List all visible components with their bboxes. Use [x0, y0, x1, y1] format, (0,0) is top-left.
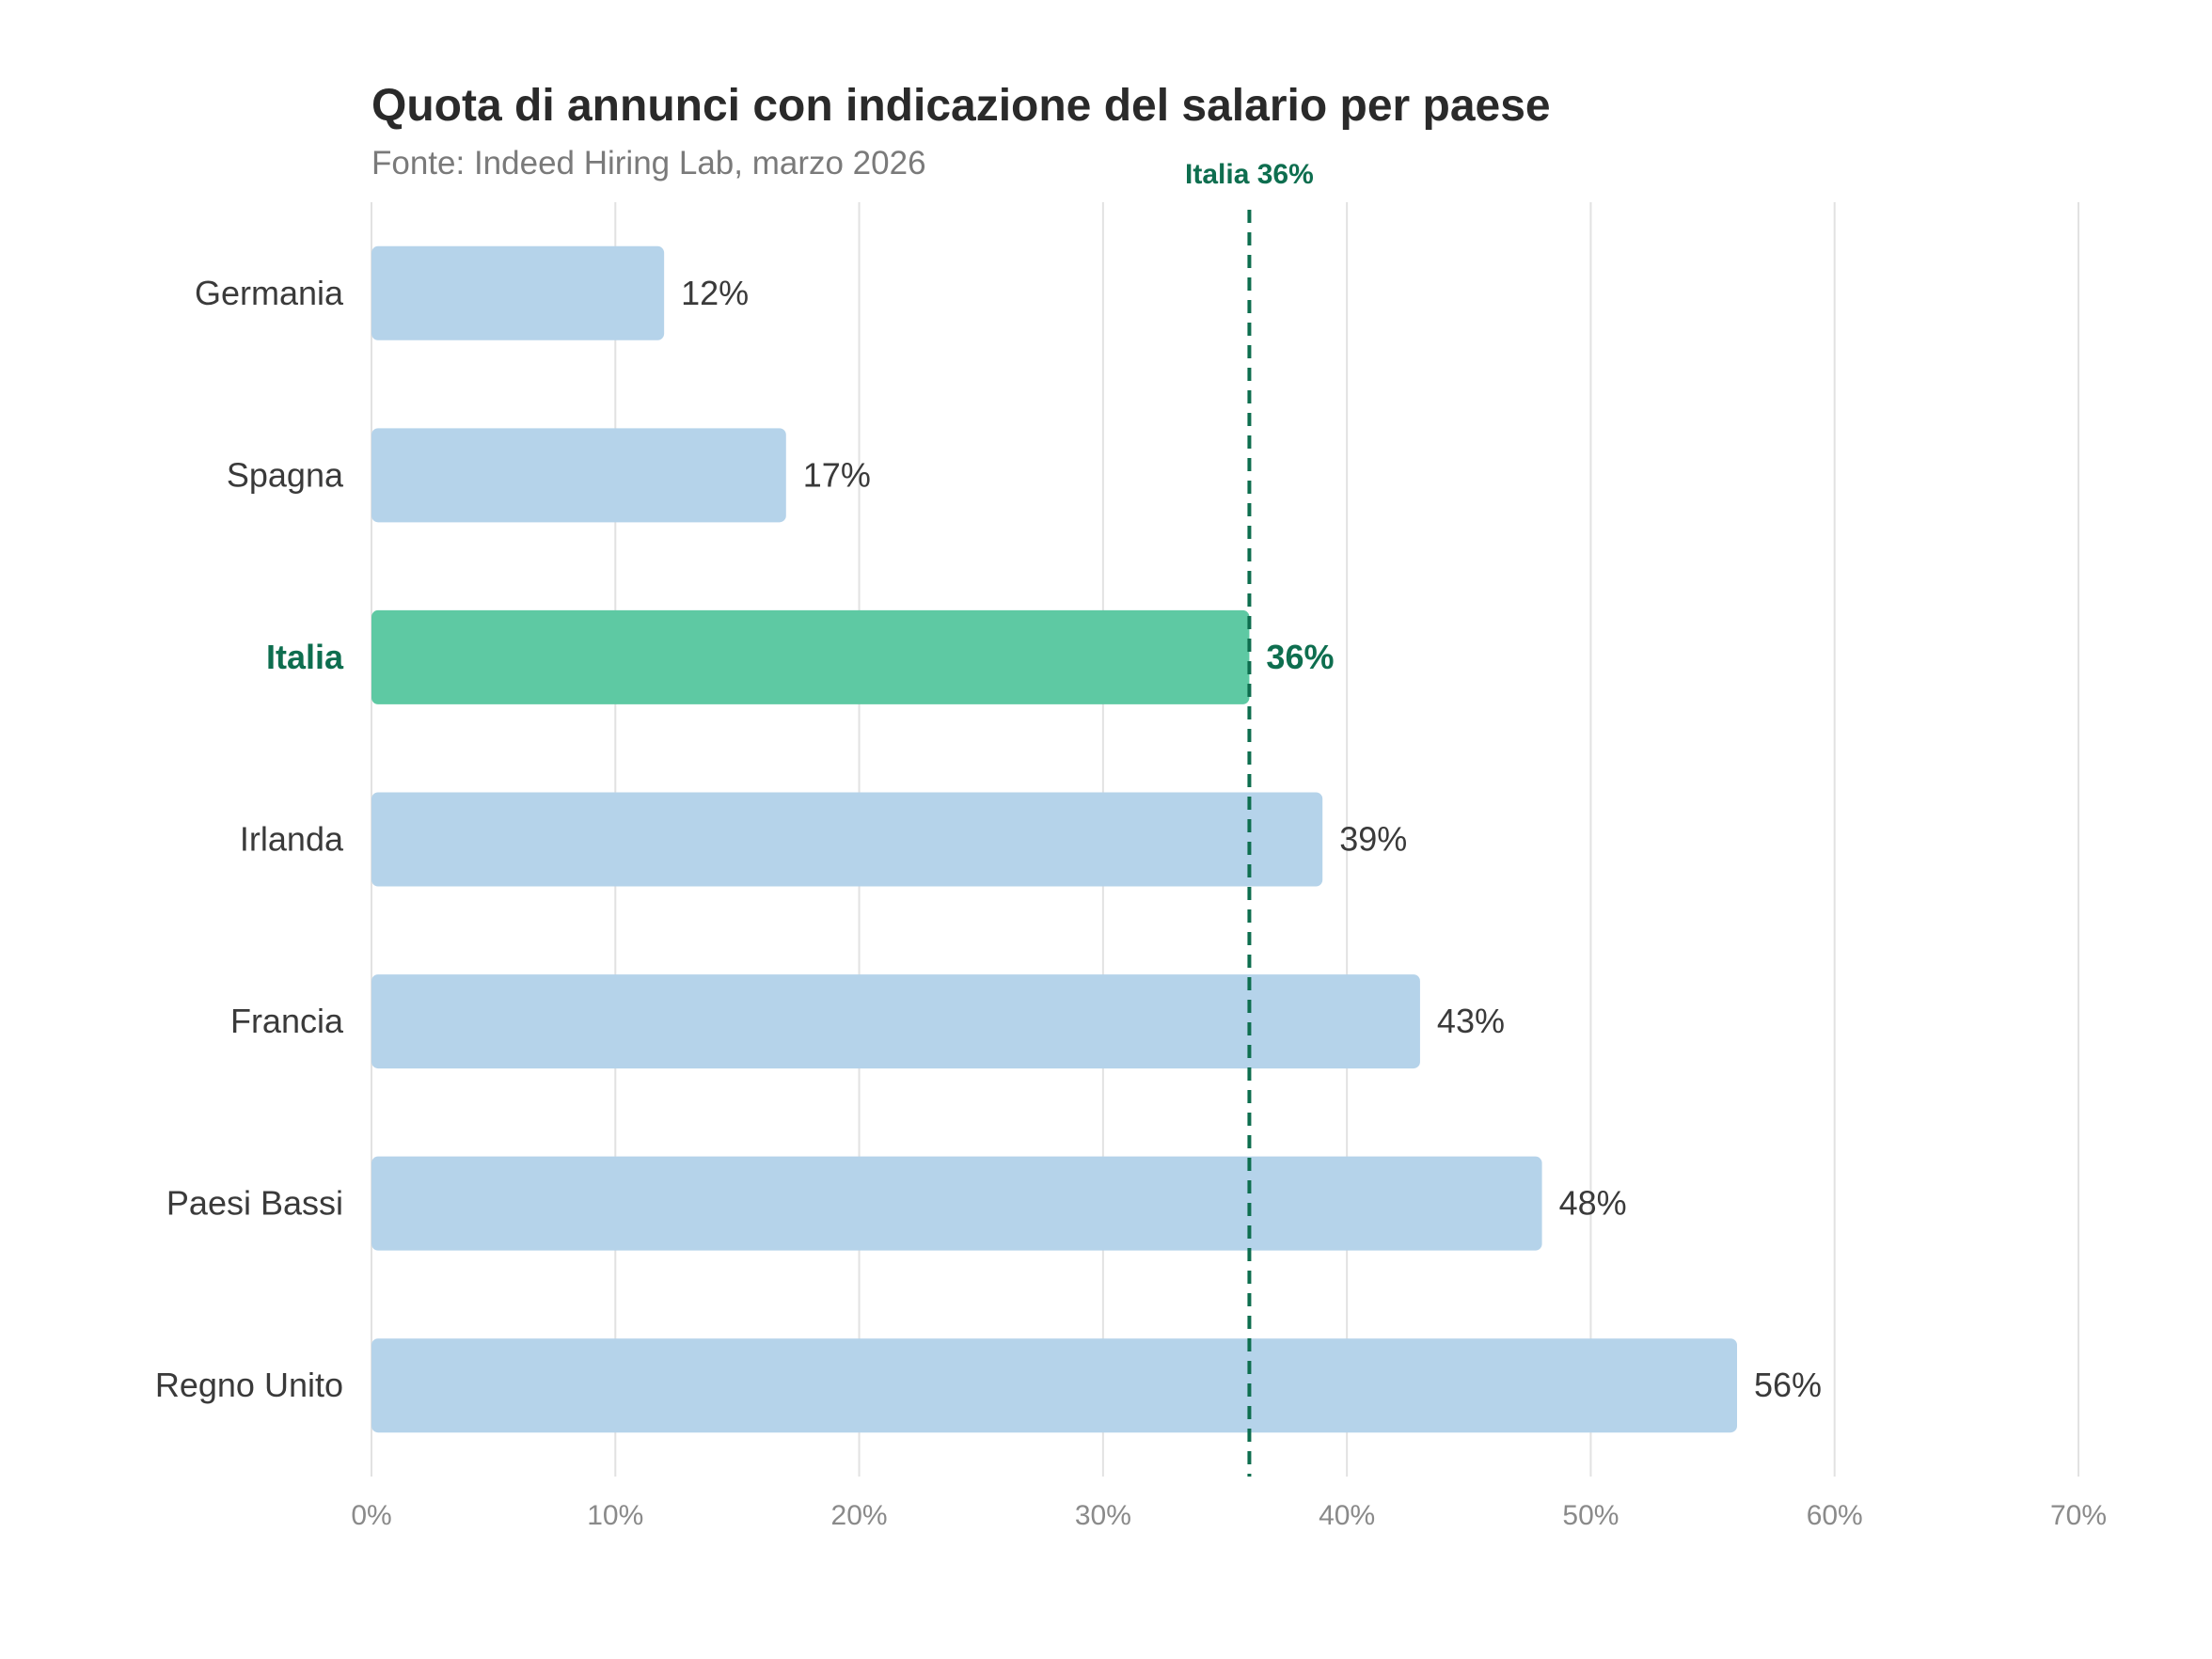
- reference-line-group: Italia 36%: [1185, 159, 1314, 1477]
- category-label: Germania: [195, 274, 344, 312]
- bar-italia: [371, 609, 1250, 704]
- reference-line-label: Italia 36%: [1185, 159, 1314, 190]
- category-label: Spagna: [227, 455, 344, 494]
- value-label: 39%: [1339, 820, 1407, 859]
- category-label: Italia: [266, 638, 344, 676]
- bar-irlanda: [371, 792, 1323, 887]
- value-label: 43%: [1437, 1002, 1505, 1040]
- chart-title: Quota di annunci con indicazione del sal…: [371, 81, 1551, 131]
- x-tick-label: 60%: [1807, 1500, 1863, 1531]
- bars: [371, 245, 1737, 1433]
- category-label: Francia: [230, 1002, 344, 1040]
- x-tick-label: 70%: [2050, 1500, 2107, 1531]
- bar-paesi-bassi: [371, 1156, 1542, 1251]
- bar-spagna: [371, 428, 786, 523]
- value-label: 17%: [803, 455, 871, 494]
- chart-subtitle: Fonte: Indeed Hiring Lab, marzo 2026: [371, 145, 926, 182]
- category-label: Regno Unito: [155, 1366, 343, 1404]
- x-tick-label: 40%: [1319, 1500, 1375, 1531]
- value-label: 12%: [681, 274, 749, 312]
- x-tick-label: 20%: [831, 1500, 888, 1531]
- x-tick-label: 30%: [1075, 1500, 1131, 1531]
- category-label: Paesi Bassi: [166, 1184, 343, 1223]
- value-label: 56%: [1754, 1366, 1822, 1404]
- bar-germania: [371, 245, 665, 340]
- bar-francia: [371, 974, 1420, 1069]
- value-label: 48%: [1559, 1184, 1627, 1223]
- bar-regno-unito: [371, 1338, 1737, 1433]
- x-tick-label: 10%: [587, 1500, 643, 1531]
- labels: Germania 12% Spagna 17% Italia 36% Irlanda 39% F…: [155, 274, 1822, 1404]
- category-label: Irlanda: [240, 820, 344, 859]
- x-tick-label: 50%: [1562, 1500, 1619, 1531]
- value-label: 36%: [1266, 638, 1334, 676]
- x-tick-label: 0%: [351, 1500, 391, 1531]
- x-axis-ticks: 0% 10% 20% 30% 40% 50% 60% 70%: [351, 1500, 2107, 1531]
